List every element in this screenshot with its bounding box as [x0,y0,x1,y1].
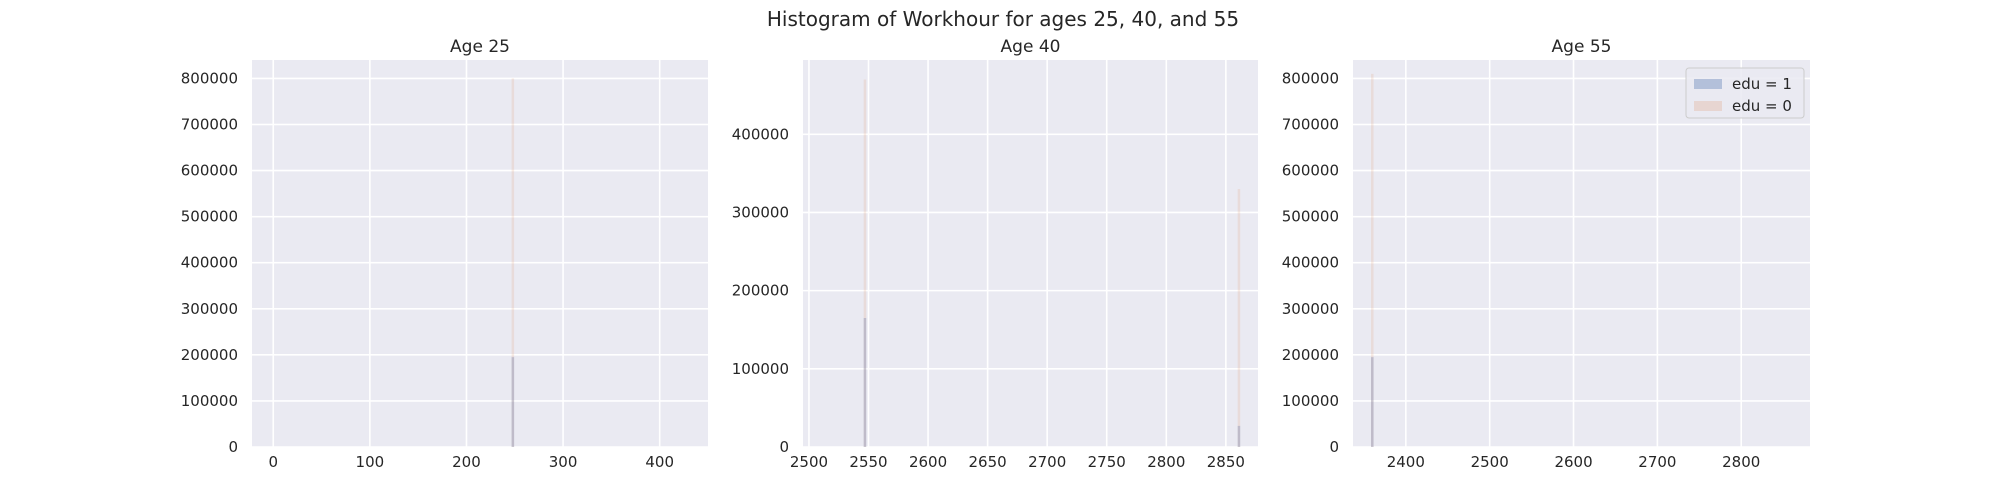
figure-suptitle: Histogram of Workhour for ages 25, 40, a… [767,7,1239,31]
legend-swatch [1694,101,1722,111]
subplot-title: Age 25 [450,37,510,57]
legend-swatch [1694,79,1722,89]
y-tick-label: 400000 [181,254,238,272]
x-tick-label: 2700 [1028,453,1066,471]
y-tick-label: 300000 [181,300,238,318]
subplot-title: Age 40 [1001,37,1061,57]
x-tick-label: 2500 [1471,453,1509,471]
plot-area [252,60,708,447]
x-tick-label: 100 [356,453,385,471]
subplot-3: Age 55 2400 2500 2600 2700 2800 0 100000 200000 3… [1282,37,1810,471]
subplot-title: Age 55 [1552,37,1612,57]
y-tick-label: 200000 [181,346,238,364]
y-tick-label: 400000 [1282,254,1339,272]
x-tick-label: 2500 [790,453,828,471]
x-tick-label: 2750 [1088,453,1126,471]
legend-label: edu = 1 [1732,75,1792,93]
x-tick-label: 2400 [1387,453,1425,471]
y-tick-label: 100000 [181,392,238,410]
y-tick-label: 600000 [181,162,238,180]
x-tick-label: 2800 [1722,453,1760,471]
histogram-bar [1371,357,1374,447]
y-tick-label: 500000 [1282,208,1339,226]
plot-area [803,60,1258,447]
x-tick-label: 200 [452,453,481,471]
subplot-2: Age 40 2500 2550 2600 2650 2700 2750 2800 2850 0 1… [732,37,1258,471]
x-tick-label: 2550 [849,453,887,471]
y-tick-label: 200000 [732,282,789,300]
y-tick-label: 800000 [181,69,238,87]
histogram-bar [511,357,515,447]
y-tick-label: 100000 [1282,392,1339,410]
y-tick-label: 600000 [1282,162,1339,180]
x-tick-label: 2800 [1147,453,1185,471]
y-tick-label: 500000 [181,208,238,226]
y-tick-label: 700000 [1282,116,1339,134]
y-tick-label: 0 [779,438,789,456]
x-tick-label: 2600 [1554,453,1592,471]
histogram-bar [511,78,515,447]
x-tick-label: 2850 [1207,453,1245,471]
y-tick-label: 0 [1329,438,1339,456]
subplots: Age 25 0 100 200 300 400 0 100000 200000 300000 40… [181,37,1810,471]
y-tick-label: 200000 [1282,346,1339,364]
x-tick-label: 2700 [1638,453,1676,471]
x-tick-label: 400 [645,453,674,471]
x-tick-label: 2600 [909,453,947,471]
y-tick-label: 700000 [181,116,238,134]
x-tick-label: 2650 [969,453,1007,471]
legend: edu = 1 edu = 0 [1685,67,1805,119]
x-tick-label: 300 [549,453,578,471]
y-tick-label: 800000 [1282,69,1339,87]
histogram-bar [1371,73,1374,448]
y-tick-label: 300000 [1282,300,1339,318]
legend-box [1685,67,1805,119]
y-tick-label: 0 [228,438,238,456]
y-tick-label: 100000 [732,360,789,378]
legend-label: edu = 0 [1732,97,1792,115]
histogram-bar [1237,425,1241,447]
subplot-1: Age 25 0 100 200 300 400 0 100000 200000 300000 40… [181,37,708,471]
histogram-bar [863,318,867,447]
histogram-bar [863,79,867,447]
x-tick-label: 0 [268,453,278,471]
y-tick-label: 300000 [732,203,789,221]
y-tick-label: 400000 [732,125,789,143]
histogram-bar [1237,189,1241,447]
